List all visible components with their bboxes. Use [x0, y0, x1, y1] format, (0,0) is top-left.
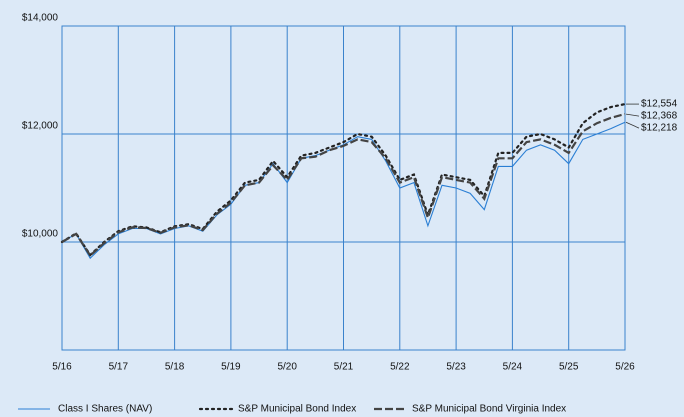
x-tick-label: 5/19: [221, 362, 241, 373]
x-tick-label: 5/22: [390, 362, 410, 373]
y-tick-label: $10,000: [22, 229, 59, 240]
x-tick-label: 5/23: [446, 362, 466, 373]
x-tick-label: 5/24: [503, 362, 523, 373]
y-tick-label: $12,000: [22, 121, 59, 132]
end-label: $12,554: [641, 99, 678, 110]
x-tick-label: 5/16: [52, 362, 72, 373]
series-line: [60, 103, 627, 257]
label-leader: [625, 121, 640, 129]
x-tick-label: 5/20: [277, 362, 297, 373]
legend-label: Class I Shares (NAV): [58, 404, 152, 415]
x-tick-label: 5/18: [165, 362, 185, 373]
x-tick-label: 5/17: [109, 362, 129, 373]
y-tick-label: $14,000: [22, 13, 59, 24]
x-tick-label: 5/26: [615, 362, 635, 373]
legend-label: S&P Municipal Bond Virginia Index: [412, 404, 566, 415]
end-label: $12,218: [641, 123, 678, 134]
x-tick-label: 5/21: [334, 362, 354, 373]
x-tick-label: 5/25: [559, 362, 579, 373]
legend-label: S&P Municipal Bond Index: [238, 404, 356, 415]
label-leader: [625, 113, 640, 117]
series-line: [61, 113, 626, 258]
end-label: $12,368: [641, 111, 678, 122]
